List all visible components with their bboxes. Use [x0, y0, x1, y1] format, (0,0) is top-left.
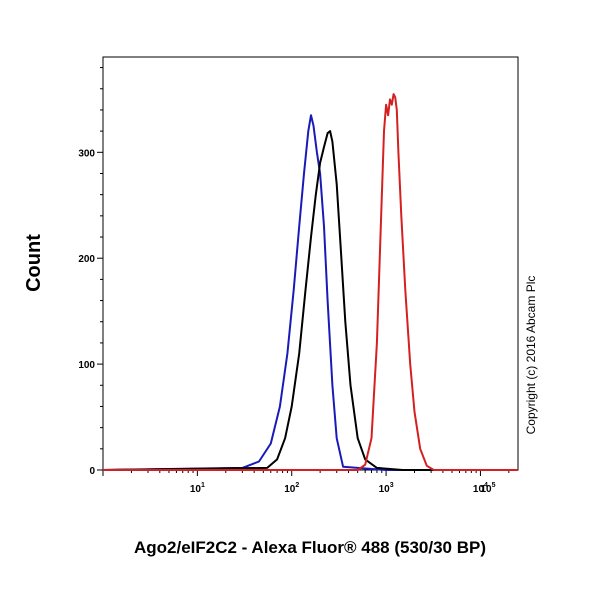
y-tick-label: 100	[78, 360, 95, 371]
copyright-text: Copyright (c) 2016 Abcam Plc	[524, 276, 538, 435]
x-tick-label: 102	[284, 482, 299, 495]
y-axis-title: Count	[23, 234, 45, 292]
series-line-1	[102, 114, 518, 471]
x-tick-label: 101	[190, 482, 205, 495]
y-tick-label: 300	[78, 148, 95, 159]
x-axis-title: Ago2/eIF2C2 - Alexa Fluor® 488 (530/30 B…	[134, 538, 486, 557]
y-axis: 0 100 200 300	[78, 67, 103, 477]
series-line-3	[103, 93, 518, 471]
series-layer	[102, 93, 518, 471]
y-tick-label: 0	[89, 466, 95, 477]
series-line-2	[102, 130, 518, 471]
x-tick-label: 105	[480, 482, 495, 495]
x-tick-label: 103	[379, 482, 394, 495]
x-tick-label: 104	[473, 482, 488, 495]
y-tick-label: 200	[78, 254, 95, 265]
